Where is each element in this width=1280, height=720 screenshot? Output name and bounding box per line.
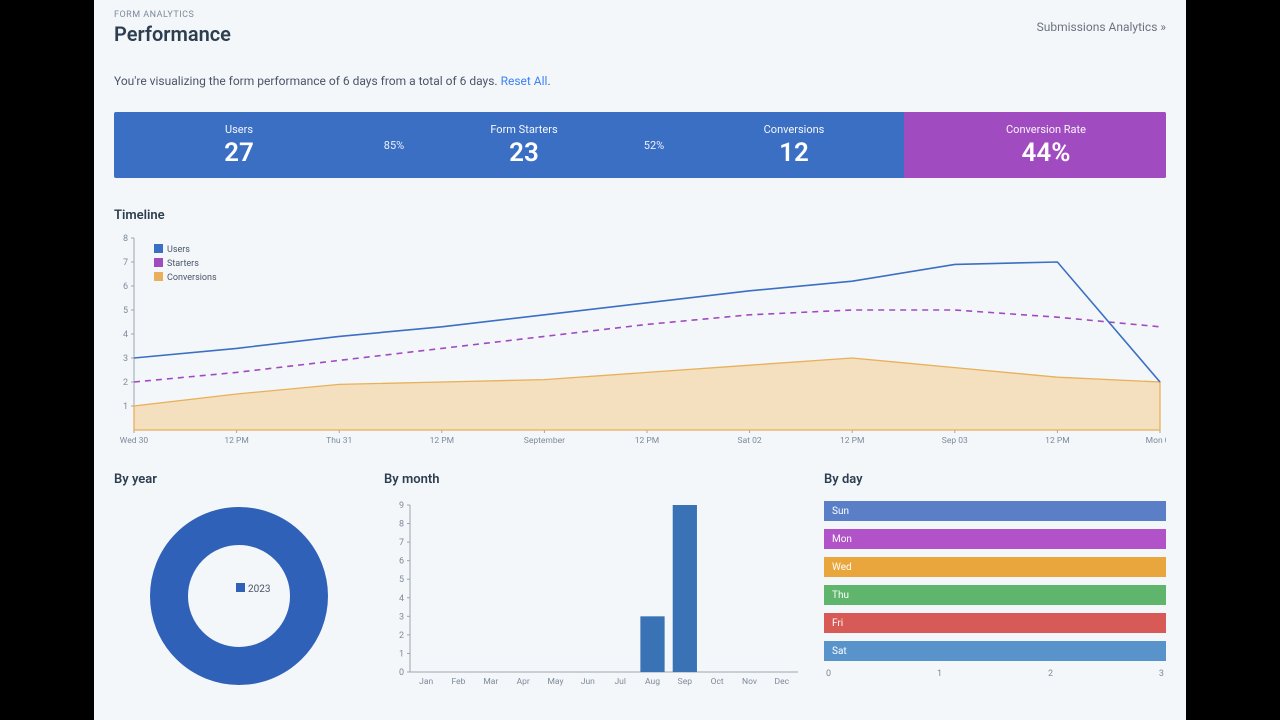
svg-text:Oct: Oct (711, 677, 724, 686)
svg-text:Conversions: Conversions (167, 273, 217, 283)
svg-text:12 PM: 12 PM (1045, 436, 1069, 446)
stat-users[interactable]: Users 27 (114, 112, 364, 178)
svg-text:September: September (524, 436, 565, 446)
by-month-chart: 0 1 2 3 4 5 6 7 8 9 Jan Feb Mar Apr May Jun Jul Aug Sep Oct… (384, 501, 804, 686)
svg-text:12 PM: 12 PM (430, 436, 454, 446)
timeline-chart: 1 2 3 4 5 6 7 8 Wed 30 12 PM Thu 31 12 PM September 1… (114, 233, 1166, 448)
svg-text:Feb: Feb (452, 677, 466, 686)
page-title: Performance (114, 22, 1166, 46)
svg-text:Aug: Aug (645, 677, 660, 686)
timeline-title: Timeline (114, 208, 1166, 223)
svg-text:0: 0 (399, 668, 404, 678)
svg-text:Mar: Mar (483, 677, 498, 686)
reset-all-link[interactable]: Reset All (501, 74, 548, 88)
stat-starters-label: Form Starters (490, 123, 557, 136)
description-prefix: You're visualizing the form performance … (114, 74, 501, 88)
svg-text:1: 1 (399, 649, 404, 659)
by-day-axis: 0123 (824, 669, 1166, 679)
day-bar-mon[interactable]: Mon (824, 529, 1166, 549)
stat-conversions-value: 12 (779, 138, 809, 168)
stat-conversions[interactable]: Conversions 12 (684, 112, 904, 178)
svg-text:2: 2 (399, 631, 404, 641)
svg-text:12 PM: 12 PM (635, 436, 659, 446)
svg-text:8: 8 (123, 234, 128, 244)
svg-text:Sep: Sep (678, 677, 693, 686)
svg-text:3: 3 (123, 354, 128, 364)
svg-text:1: 1 (123, 402, 128, 412)
stat-users-value: 27 (224, 138, 254, 168)
breadcrumb: FORM ANALYTICS (114, 10, 1166, 20)
svg-text:Users: Users (167, 245, 190, 255)
svg-text:Sat 02: Sat 02 (738, 436, 762, 446)
svg-text:May: May (547, 677, 563, 686)
svg-text:Thu 31: Thu 31 (326, 436, 352, 446)
by-day-chart: Sun Mon Wed Thu Fri Sat (824, 501, 1166, 661)
svg-text:4: 4 (123, 330, 128, 340)
by-year-title: By year (114, 472, 364, 487)
stat-pct-starters-to-conversions: 52% (624, 112, 684, 178)
svg-text:7: 7 (123, 258, 128, 268)
day-bar-sun[interactable]: Sun (824, 501, 1166, 521)
submissions-analytics-link[interactable]: Submissions Analytics » (1037, 20, 1166, 34)
stats-funnel-bar: Users 27 85% Form Starters 23 52% Conver… (114, 112, 1166, 178)
stat-pct-users-to-starters: 85% (364, 112, 424, 178)
day-bar-fri[interactable]: Fri (824, 613, 1166, 633)
by-year-chart: 2023 (114, 501, 364, 691)
svg-text:3: 3 (399, 612, 404, 622)
stat-rate-value: 44% (1022, 138, 1071, 168)
svg-text:6: 6 (123, 282, 128, 292)
stat-starters-value: 23 (509, 138, 539, 168)
svg-text:Mon 04: Mon 04 (1146, 436, 1166, 446)
svg-text:5: 5 (399, 575, 404, 585)
svg-text:8: 8 (399, 520, 404, 530)
day-bar-thu[interactable]: Thu (824, 585, 1166, 605)
stat-rate-label: Conversion Rate (1006, 123, 1086, 136)
svg-text:7: 7 (399, 538, 404, 548)
svg-text:12 PM: 12 PM (224, 436, 248, 446)
by-day-title: By day (824, 472, 1166, 487)
stat-conversion-rate[interactable]: Conversion Rate 44% (904, 112, 1166, 178)
svg-text:Nov: Nov (742, 677, 757, 686)
svg-text:Dec: Dec (775, 677, 790, 686)
description-text: You're visualizing the form performance … (114, 74, 1166, 88)
day-bar-wed[interactable]: Wed (824, 557, 1166, 577)
stat-users-label: Users (225, 123, 253, 136)
svg-text:Apr: Apr (517, 677, 530, 686)
svg-text:Jun: Jun (581, 677, 595, 686)
svg-text:4: 4 (399, 594, 404, 604)
svg-text:12 PM: 12 PM (840, 436, 864, 446)
svg-text:Wed 30: Wed 30 (120, 436, 149, 446)
svg-text:5: 5 (123, 306, 128, 316)
svg-text:Jan: Jan (419, 677, 433, 686)
svg-text:6: 6 (399, 557, 404, 567)
svg-text:Starters: Starters (167, 259, 199, 269)
svg-text:2023: 2023 (248, 584, 270, 595)
stat-starters[interactable]: Form Starters 23 (424, 112, 624, 178)
svg-text:2: 2 (123, 378, 128, 388)
day-bar-sat[interactable]: Sat (824, 641, 1166, 661)
svg-text:Sep 03: Sep 03 (942, 436, 968, 446)
svg-text:Jul: Jul (614, 677, 625, 686)
stat-conversions-label: Conversions (764, 123, 825, 136)
by-month-title: By month (384, 472, 804, 487)
svg-text:9: 9 (399, 501, 404, 511)
